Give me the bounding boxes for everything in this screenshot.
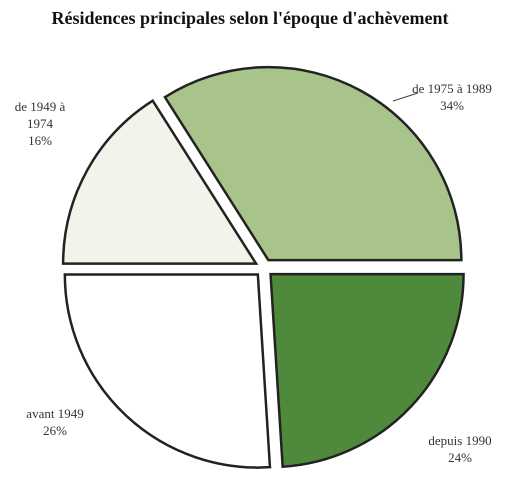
slice-label: de 1975 à 1989 34% (412, 80, 492, 114)
leader-line (392, 92, 419, 102)
pie-slice (269, 272, 465, 469)
value-label: 24% (448, 450, 472, 465)
pie-slice (61, 98, 259, 265)
slice-label: avant 1949 26% (10, 405, 100, 439)
slice-label: depuis 1990 24% (415, 432, 505, 466)
category-label: avant 1949 (26, 406, 84, 421)
chart-title: Résidences principales selon l'époque d'… (51, 8, 449, 28)
pie-slice (63, 273, 272, 469)
value-label: 26% (43, 423, 67, 438)
category-label: de 1949 à 1974 (14, 99, 66, 131)
category-label: de 1975 à 1989 (412, 81, 492, 96)
category-label: depuis 1990 (428, 433, 492, 448)
pie-slice (163, 65, 463, 262)
value-label: 16% (28, 133, 52, 148)
value-label: 34% (440, 98, 464, 113)
slice-label: de 1949 à 1974 16% (4, 98, 76, 149)
